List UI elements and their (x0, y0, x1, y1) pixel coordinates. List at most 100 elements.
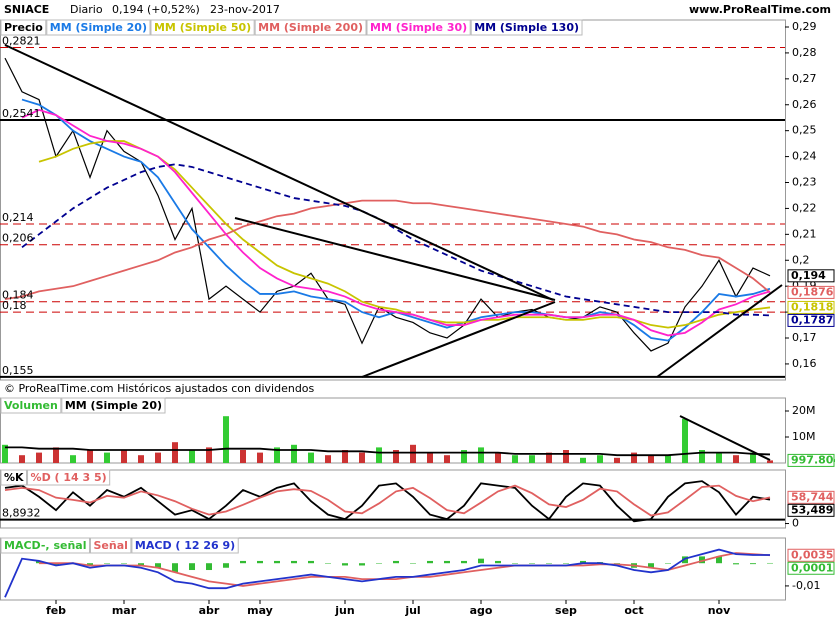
bar (87, 563, 93, 566)
y-tick-label: 0,27 (792, 72, 817, 85)
bar (478, 558, 484, 564)
bar (733, 455, 739, 463)
x-tick-label: abr (199, 604, 220, 617)
legend-label: Precio (4, 21, 43, 34)
bar (240, 450, 246, 463)
bar (359, 452, 365, 463)
bar (325, 455, 331, 463)
series-line (5, 446, 771, 457)
bar (342, 563, 348, 566)
bar (750, 452, 756, 463)
x-tick-label: sep (555, 604, 577, 617)
series-line (4, 484, 771, 517)
panel-frame (0, 537, 786, 601)
last-value-box (787, 561, 835, 575)
trend-lines (4, 44, 783, 461)
last-value-box (787, 548, 835, 562)
level-label: 0,184 (2, 289, 34, 302)
bar (257, 452, 263, 463)
legend-label: MM (Simple 50) (154, 21, 251, 34)
series-line (4, 57, 771, 352)
last-value-box (787, 300, 835, 314)
level-label: 0,2541 (2, 107, 41, 120)
legend-label: Volumen (4, 399, 58, 412)
series-line (4, 548, 770, 598)
bar (682, 556, 688, 564)
bar (291, 444, 297, 463)
bar (53, 447, 59, 463)
x-tick-label: may (247, 604, 273, 617)
bar (19, 455, 25, 463)
y-tick-label: 0,22 (792, 201, 817, 214)
last-value-label: 997.804 (791, 453, 835, 466)
bar (189, 450, 195, 463)
bar (223, 563, 229, 568)
bar (274, 447, 280, 463)
level-label: 0,214 (2, 211, 34, 224)
bar (529, 455, 535, 463)
y-tick-label: 0,24 (792, 150, 817, 163)
bar (121, 450, 127, 463)
bar (767, 460, 773, 463)
x-tick-label: ago (470, 604, 493, 617)
bar (563, 450, 569, 463)
bar (308, 452, 314, 463)
legend-label: %K (4, 471, 24, 484)
last-value-label: 0,1818 (791, 300, 833, 313)
y-tick-label: 0,29 (792, 20, 817, 33)
legend-box (0, 469, 28, 486)
bar (427, 452, 433, 463)
x-tick-label: mar (112, 604, 137, 617)
bar (461, 560, 467, 564)
last-value-label: 0,1876 (791, 285, 834, 298)
bar (546, 452, 552, 463)
last-value-box (787, 503, 835, 517)
bar (614, 457, 620, 463)
copyright: © ProRealTime.com Históricos ajustados c… (4, 382, 315, 395)
site: www.ProRealTime.com (689, 3, 831, 16)
legend-label: MM (Simple 130) (474, 21, 579, 34)
bar (716, 556, 722, 564)
bar (699, 556, 705, 564)
bar (376, 447, 382, 463)
period: Diario (70, 3, 103, 16)
bar (359, 563, 365, 566)
bar (138, 563, 144, 566)
series-line (21, 163, 771, 317)
bar (682, 418, 688, 463)
bar (580, 560, 586, 564)
level-label: 8,8932 (2, 507, 41, 520)
trend-line (234, 217, 556, 301)
legend-box (0, 537, 90, 554)
level-label: 0,2821 (2, 34, 41, 47)
bar (70, 455, 76, 463)
last-value-label: 58,744 (791, 490, 834, 503)
legend-label: Señal (93, 539, 127, 552)
bar (206, 447, 212, 463)
y-tick-label: 0,26 (792, 98, 817, 111)
bar (342, 450, 348, 463)
bar (716, 452, 722, 463)
y-tick-label: 0,21 (792, 227, 817, 240)
bar (648, 563, 654, 568)
bar (665, 455, 671, 463)
last-value-box (787, 285, 835, 299)
legend-box (150, 19, 255, 36)
bar (444, 560, 450, 564)
bar (393, 450, 399, 463)
series-line (39, 552, 771, 587)
date: 23-nov-2017 (210, 3, 280, 16)
legend-box (46, 19, 151, 36)
legend-label: MM (Simple 200) (258, 21, 363, 34)
bar (206, 563, 212, 571)
x-tick-label: oct (624, 604, 643, 617)
last-value-label: 0,194 (791, 269, 826, 282)
bar (767, 562, 773, 564)
bar (461, 450, 467, 463)
series-line (21, 108, 771, 337)
x-tick-label: jun (334, 604, 354, 617)
level-label: 0,206 (2, 232, 34, 245)
y-tick-label: -0,01 (792, 579, 820, 592)
bar (376, 563, 382, 564)
